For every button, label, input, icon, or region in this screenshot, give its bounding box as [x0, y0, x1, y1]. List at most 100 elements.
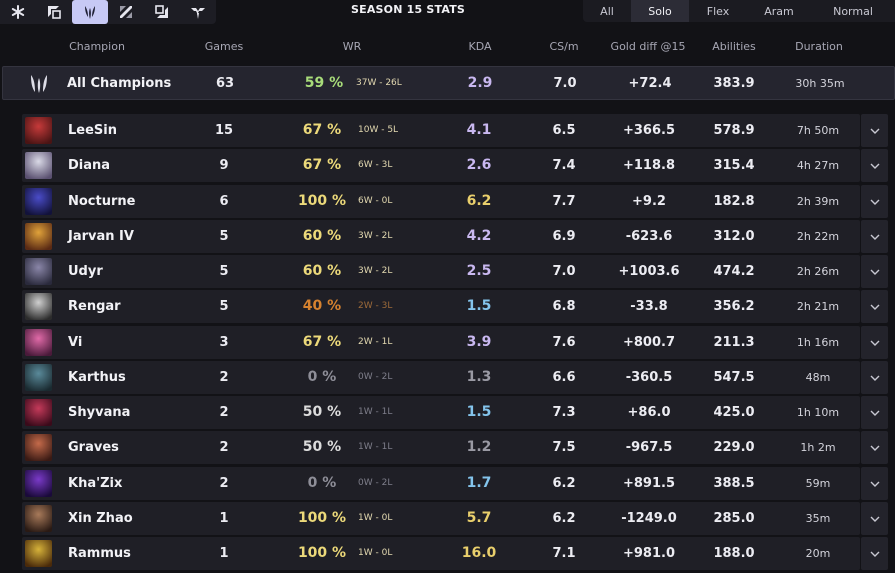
role-support-button[interactable]	[180, 0, 216, 24]
champion-portrait	[25, 223, 52, 250]
kda-value: 1.7	[466, 475, 492, 491]
games-value: 15	[214, 123, 234, 138]
expand-row-button[interactable]	[861, 537, 888, 570]
chevron-down-icon	[870, 410, 879, 416]
games-value: 6	[219, 194, 229, 209]
table-row[interactable]: LeeSin 15 67 % 10W - 5L 4.1 6.5 +366.5 578.9 7h …	[22, 114, 860, 147]
role-top-button[interactable]	[36, 0, 72, 24]
table-row[interactable]: Nocturne 6 100 % 6W - 0L 6.2 7.7 +9.2 182.8 2h 3…	[22, 185, 860, 218]
cs-per-minute: 7.3	[552, 405, 576, 420]
expand-row-button[interactable]	[861, 114, 888, 147]
table-row[interactable]: Vi 3 67 % 2W - 1L 3.9 7.6 +800.7 211.3 1h 16m	[22, 326, 860, 359]
role-bot-button[interactable]	[144, 0, 180, 24]
tab-flex[interactable]: Flex	[706, 4, 730, 18]
gold-diff: +366.5	[622, 123, 676, 138]
chevron-down-icon	[870, 375, 879, 381]
win-loss-record: 10W - 5L	[358, 125, 399, 135]
gold-diff: -360.5	[625, 370, 673, 385]
win-rate: 67 %	[302, 122, 342, 138]
gold-diff: -33.8	[630, 299, 668, 314]
expand-row-button[interactable]	[861, 467, 888, 500]
champion-name: Vi	[68, 335, 83, 350]
role-filter	[0, 0, 216, 24]
duration-value: 2h 26m	[796, 265, 840, 278]
gold-diff: +800.7	[622, 335, 676, 350]
champion-name: Karthus	[68, 370, 126, 385]
column-cs[interactable]: CS/m	[549, 40, 579, 53]
expand-row-button[interactable]	[861, 149, 888, 182]
abilities-value: 188.0	[713, 546, 755, 561]
column-abilities[interactable]: Abilities	[712, 40, 756, 53]
duration-value: 59m	[805, 477, 831, 490]
column-duration[interactable]: Duration	[795, 40, 843, 53]
expand-row-button[interactable]	[861, 361, 888, 394]
table-row[interactable]: Graves 2 50 % 1W - 1L 1.2 7.5 -967.5 229.0 1h 2m	[22, 431, 860, 464]
kda-value: 16.0	[461, 545, 497, 561]
chevron-down-icon	[870, 516, 879, 522]
table-row[interactable]: Rengar 5 40 % 2W - 3L 1.5 6.8 -33.8 356.2 2h 21m	[22, 290, 860, 323]
expand-row-button[interactable]	[861, 255, 888, 288]
kda-value: 3.9	[466, 334, 492, 350]
tab-normal[interactable]: Normal	[833, 4, 873, 18]
role-mid-button[interactable]	[108, 0, 144, 24]
table-row[interactable]: Shyvana 2 50 % 1W - 1L 1.5 7.3 +86.0 425.0 1h 10…	[22, 396, 860, 429]
expand-row-button[interactable]	[861, 185, 888, 218]
duration-value: 2h 39m	[796, 195, 840, 208]
champion-name: All Champions	[67, 76, 172, 91]
table-row[interactable]: Xin Zhao 1 100 % 1W - 0L 5.7 6.2 -1249.0 285.0 3…	[22, 502, 860, 535]
expand-row-button[interactable]	[861, 326, 888, 359]
expand-row-button[interactable]	[861, 220, 888, 253]
cs-per-minute: 7.0	[552, 264, 576, 279]
win-rate: 40 %	[302, 298, 342, 314]
tab-aram[interactable]: Aram	[764, 4, 794, 18]
win-rate: 0 %	[307, 475, 337, 491]
role-jungle-button[interactable]	[72, 0, 108, 24]
expand-row-button[interactable]	[861, 431, 888, 464]
all-champions-row: All Champions 63 59 % 37W - 26L 2.9 7.0 …	[2, 66, 895, 100]
chevron-down-icon	[870, 128, 879, 134]
chevron-down-icon	[870, 234, 879, 240]
column-games[interactable]: Games	[204, 40, 244, 53]
queue-tabs: All Solo Flex Aram Normal	[583, 0, 895, 22]
table-header: Champion Games WR KDA CS/m Gold diff @15…	[0, 40, 895, 56]
table-row[interactable]: Diana 9 67 % 6W - 3L 2.6 7.4 +118.8 315.4 4h 27m	[22, 149, 860, 182]
tab-all[interactable]: All	[600, 4, 614, 18]
champion-portrait	[25, 434, 52, 461]
win-rate: 100 %	[297, 545, 347, 561]
kda-value: 1.5	[466, 298, 492, 314]
table-row[interactable]: Udyr 5 60 % 3W - 2L 2.5 7.0 +1003.6 474.2 2h 26m	[22, 255, 860, 288]
kda-value: 2.6	[466, 157, 492, 173]
table-row[interactable]: Karthus 2 0 % 0W - 2L 1.3 6.6 -360.5 547.5 48m	[22, 361, 860, 394]
chevron-down-icon	[870, 304, 879, 310]
champion-name: Graves	[68, 440, 119, 455]
win-rate: 50 %	[302, 439, 342, 455]
champion-name: LeeSin	[68, 123, 117, 138]
expand-row-button[interactable]	[861, 290, 888, 323]
games-value: 5	[219, 264, 229, 279]
column-gold-diff[interactable]: Gold diff @15	[610, 40, 686, 53]
win-loss-record: 1W - 1L	[358, 442, 393, 452]
table-row[interactable]: Rammus 1 100 % 1W - 0L 16.0 7.1 +981.0 188.0 20m	[22, 537, 860, 570]
abilities-value: 182.8	[713, 194, 755, 209]
tab-solo[interactable]: Solo	[631, 0, 689, 22]
win-rate: 67 %	[302, 334, 342, 350]
table-row[interactable]: Jarvan IV 5 60 % 3W - 2L 4.2 6.9 -623.6 312.0 2h…	[22, 220, 860, 253]
games-value: 2	[219, 370, 229, 385]
win-loss-record: 2W - 3L	[358, 301, 393, 311]
expand-row-button[interactable]	[861, 396, 888, 429]
win-loss-record: 6W - 0L	[358, 196, 393, 206]
abilities-value: 312.0	[713, 229, 755, 244]
table-row[interactable]: Kha'Zix 2 0 % 0W - 2L 1.7 6.2 +891.5 388.5 59m	[22, 467, 860, 500]
expand-row-button[interactable]	[861, 502, 888, 535]
column-kda[interactable]: KDA	[468, 40, 492, 53]
champion-name: Kha'Zix	[68, 476, 123, 491]
column-champion[interactable]: Champion	[69, 40, 125, 53]
chevron-down-icon	[870, 481, 879, 487]
games-value: 1	[219, 546, 229, 561]
role-all-button[interactable]	[0, 0, 36, 24]
kda-value: 6.2	[466, 193, 492, 209]
column-wr[interactable]: WR	[342, 40, 362, 53]
gold-diff: +1003.6	[618, 264, 680, 279]
cs-per-minute: 6.2	[552, 476, 576, 491]
win-rate: 0 %	[307, 369, 337, 385]
